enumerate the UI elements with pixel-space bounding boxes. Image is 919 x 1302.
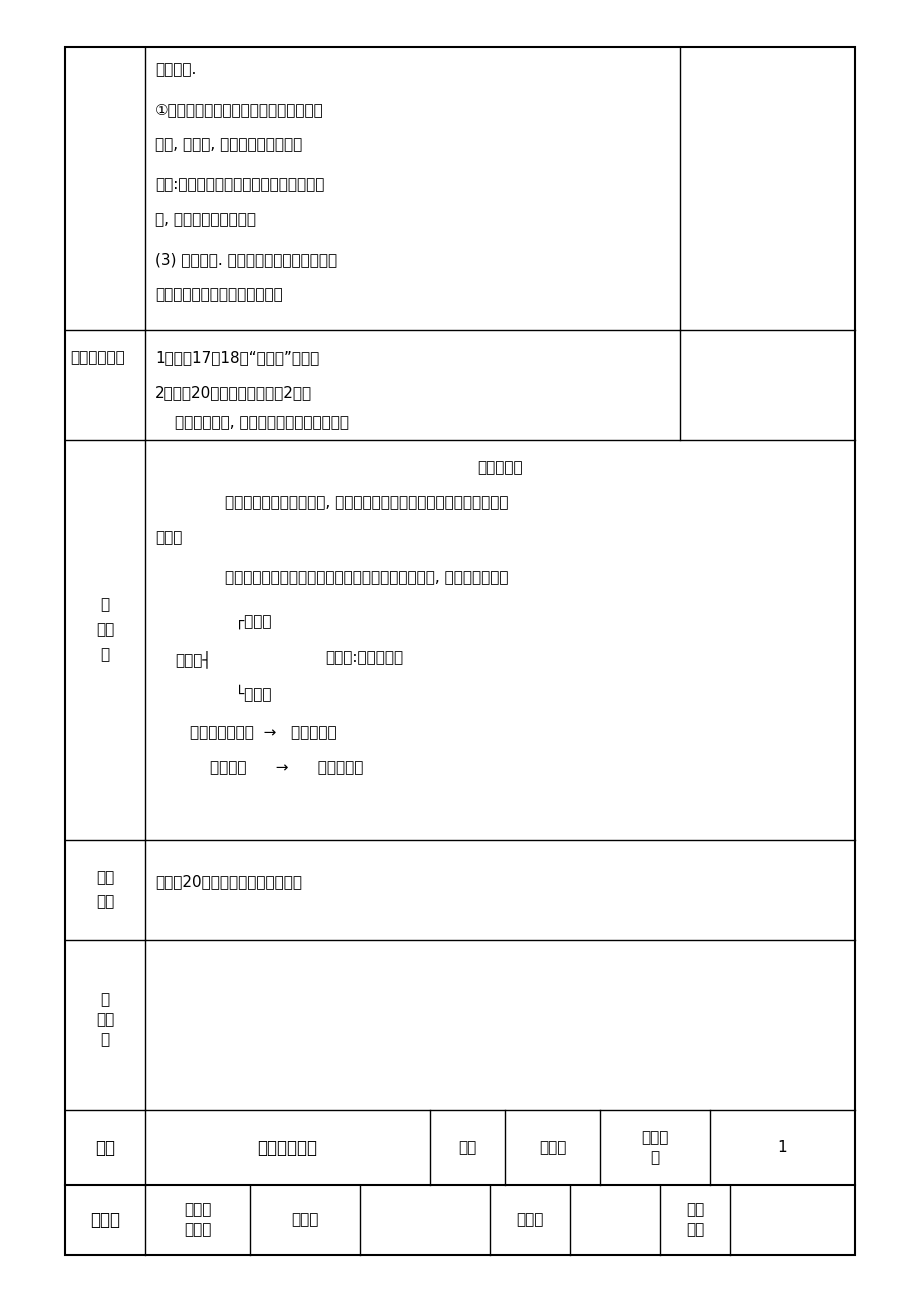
- Text: (3) 延伸发现. 展开得平行四边形得底与高: (3) 延伸发现. 展开得平行四边形得底与高: [154, 253, 336, 267]
- Text: 三、巩固练习: 三、巩固练习: [70, 350, 125, 365]
- Text: 沿高剪┤: 沿高剪┤: [175, 650, 211, 668]
- Text: 授课人: 授课人: [516, 1212, 543, 1228]
- Text: 圆柱两个底面之间得距离叫做高。圆柱得高有无数条, 高得长度都相等: 圆柱两个底面之间得距离叫做高。圆柱得高有无数条, 高得长度都相等: [225, 570, 508, 585]
- Text: 板: 板: [100, 598, 109, 612]
- Text: 柱得关系.: 柱得关系.: [154, 62, 196, 77]
- Text: 1．做第17、18页“做一做”习题。: 1．做第17、18页“做一做”习题。: [154, 350, 319, 365]
- Bar: [65, 47, 854, 1255]
- Text: 学反: 学反: [96, 1013, 114, 1027]
- Text: 讲授课: 讲授课: [539, 1141, 565, 1155]
- Text: 及正方形得边长与圆柱得关系。: 及正方形得边长与圆柱得关系。: [154, 286, 282, 302]
- Text: 计: 计: [100, 647, 109, 663]
- Text: 授课: 授课: [686, 1203, 703, 1217]
- Text: 圆柱上下两个面叫做底面, 它们就是完全相同得两个圆、圆柱得曲面叫: 圆柱上下两个面叫做底面, 它们就是完全相同得两个圆、圆柱得曲面叫: [225, 495, 508, 510]
- Text: 完成第20页练习二得第３－５题。: 完成第20页练习二得第３－５题。: [154, 875, 301, 889]
- Text: 思: 思: [100, 1032, 109, 1048]
- Text: 圆柱得高      →      长方形得宽: 圆柱得高 → 长方形得宽: [210, 760, 363, 775]
- Text: 课型: 课型: [458, 1141, 476, 1155]
- Text: 圆柱得表面积: 圆柱得表面积: [257, 1138, 317, 1156]
- Text: 教: 教: [100, 992, 109, 1008]
- Text: 1: 1: [777, 1141, 787, 1155]
- Text: 作业: 作业: [96, 871, 114, 885]
- Text: 长, 宽就就是圆柱得高。: 长, 宽就就是圆柱得高。: [154, 212, 255, 227]
- Text: 课题: 课题: [95, 1138, 115, 1156]
- Text: 教师行间巡视, 对有困难得学生及时辅导。: 教师行间巡视, 对有困难得学生及时辅导。: [175, 415, 348, 430]
- Text: 侧面, 再展开, 在重复操作中观察。: 侧面, 再展开, 在重复操作中观察。: [154, 137, 302, 152]
- Text: 审核人: 审核人: [291, 1212, 318, 1228]
- Text: ┌长方形: ┌长方形: [234, 615, 271, 630]
- Text: 书设: 书设: [96, 622, 114, 638]
- Text: ①师生一起把展开得长方形还原成圆柱得: ①师生一起把展开得长方形还原成圆柱得: [154, 102, 323, 117]
- Text: 侧面。: 侧面。: [154, 530, 182, 546]
- Text: 圆柱得底面周长  →   长方形得长: 圆柱得底面周长 → 长方形得长: [190, 725, 336, 740]
- Text: └正方形: └正方形: [234, 685, 271, 702]
- Text: 布置: 布置: [96, 894, 114, 910]
- Text: 2．做第20页练习二得第１－2题、: 2．做第20页练习二得第１－2题、: [154, 385, 312, 400]
- Text: 课时总: 课时总: [641, 1130, 668, 1144]
- Text: 马志友: 马志友: [184, 1203, 211, 1217]
- Text: 圆柱得认识: 圆柱得认识: [477, 460, 522, 475]
- Text: 斜着剪:平行四边形: 斜着剪:平行四边形: [324, 650, 403, 665]
- Text: 陈发秀: 陈发秀: [184, 1223, 211, 1237]
- Text: 数: 数: [650, 1150, 659, 1165]
- Text: 备课人: 备课人: [90, 1211, 119, 1229]
- Text: 日期: 日期: [686, 1223, 703, 1237]
- Text: 归纳:这个长方形得长就就是圆柱底面得周: 归纳:这个长方形得长就就是圆柱底面得周: [154, 177, 324, 191]
